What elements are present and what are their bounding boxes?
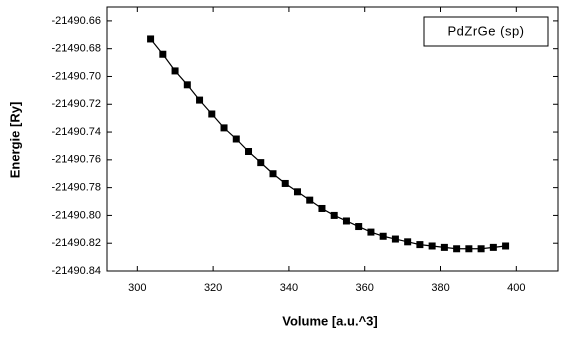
data-point [232,135,240,143]
data-point [355,223,363,231]
data-point [367,228,375,236]
data-point [293,188,301,196]
data-point [171,67,179,75]
data-point [208,110,216,118]
y-tick-label: -21490.74 [51,126,101,138]
data-point [440,243,448,251]
data-point [428,242,436,250]
y-tick-label: -21490.80 [51,209,101,221]
x-tick-label: 400 [507,282,525,294]
x-tick-label: 300 [128,282,146,294]
data-point [159,50,167,58]
data-point [342,217,350,225]
data-point [318,204,326,212]
y-tick-label: -21490.70 [51,70,101,82]
data-point [306,196,314,204]
data-point [245,148,253,156]
y-axis-label: Energie [Ry] [7,102,22,179]
data-point [477,245,485,253]
x-tick-label: 320 [204,282,222,294]
data-point [489,243,497,251]
x-tick-label: 340 [280,282,298,294]
data-point [257,159,265,167]
y-tick-label: -21490.68 [51,43,101,55]
y-tick-label: -21490.66 [51,15,101,27]
data-point [453,245,461,253]
y-tick-label: -21490.78 [51,182,101,194]
data-point [147,35,155,43]
data-point [416,241,424,249]
y-tick-label: -21490.82 [51,237,101,249]
plot-frame [106,6,559,272]
y-tick-label: -21490.76 [51,154,101,166]
data-point [465,245,473,253]
data-point [281,179,289,187]
data-point [502,242,510,250]
data-point [404,238,412,246]
data-point [196,96,204,104]
x-axis-label: Volume [a.u.^3] [282,313,377,328]
data-point [183,81,191,89]
y-tick-label: -21490.84 [51,265,101,277]
y-tick-label: -21490.72 [51,98,101,110]
data-point [269,170,277,178]
data-point [391,235,399,243]
series-line [150,38,506,250]
x-tick-label: 360 [356,282,374,294]
x-tick-label: 380 [431,282,449,294]
data-point [330,211,338,219]
data-point [220,124,228,132]
data-point [379,232,387,240]
legend-box [423,16,549,47]
legend-label: PdZrGe (sp) [447,23,524,38]
